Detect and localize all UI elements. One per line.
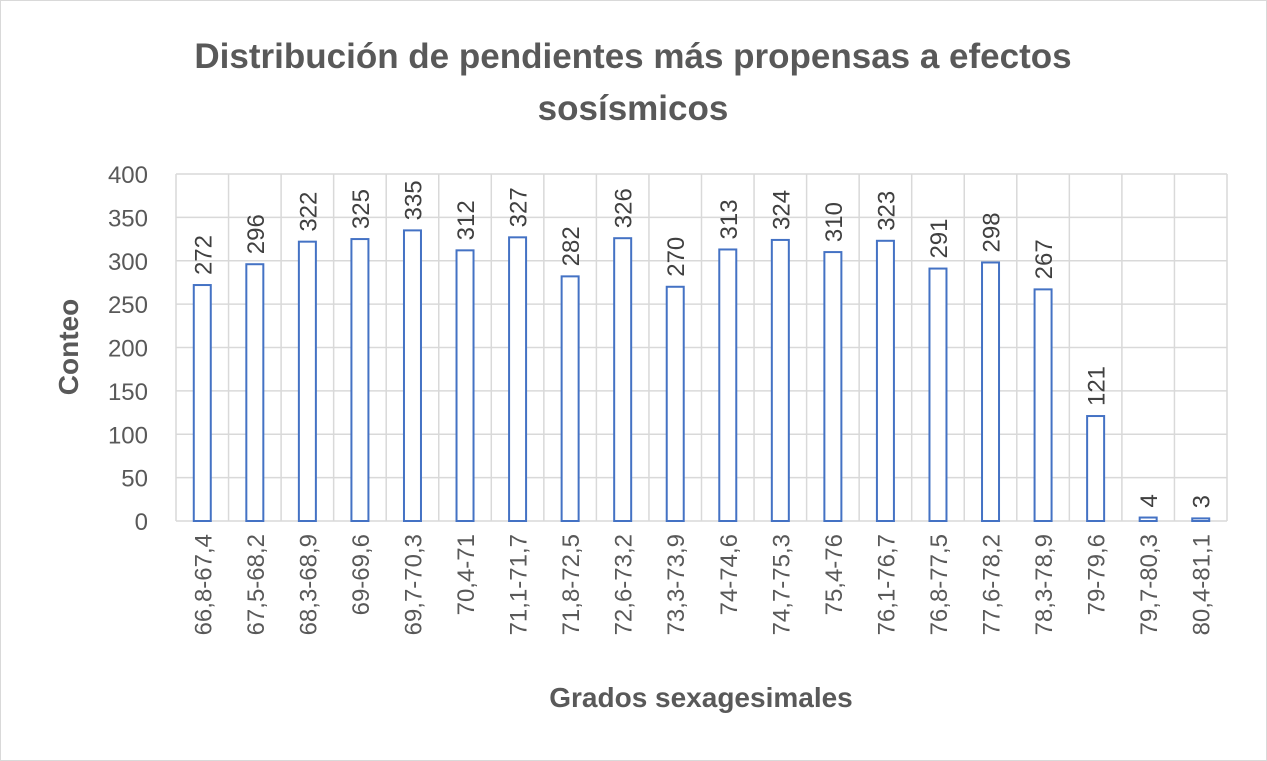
data-label: 323 bbox=[873, 191, 900, 231]
data-label: 272 bbox=[190, 235, 217, 275]
bar bbox=[297, 240, 317, 522]
y-tick-label: 200 bbox=[108, 336, 148, 363]
bar bbox=[1033, 288, 1053, 522]
data-label: 310 bbox=[821, 202, 848, 242]
y-tick-label: 0 bbox=[135, 509, 148, 536]
bar bbox=[508, 236, 528, 522]
y-tick-label: 300 bbox=[108, 249, 148, 276]
y-tick-label: 400 bbox=[108, 162, 148, 189]
data-label: 270 bbox=[663, 237, 690, 277]
bars bbox=[192, 229, 1211, 523]
bar bbox=[1138, 516, 1158, 523]
x-tick-label: 68,3-68,9 bbox=[295, 534, 322, 635]
x-tick-label: 74,7-75,3 bbox=[768, 534, 795, 635]
bar bbox=[402, 229, 422, 522]
gridlines bbox=[175, 173, 1228, 522]
y-axis-tick-labels: 0 50 100 150 200 250 300 350 400 bbox=[108, 162, 148, 536]
x-tick-label: 77,6-78,2 bbox=[979, 534, 1006, 635]
bar bbox=[245, 263, 265, 522]
y-tick-label: 250 bbox=[108, 292, 148, 319]
bar bbox=[455, 249, 475, 522]
data-label: 121 bbox=[1084, 366, 1111, 406]
bar bbox=[560, 275, 580, 522]
x-tick-label: 69,7-70,3 bbox=[400, 534, 427, 635]
bar bbox=[928, 267, 948, 522]
chart-title-line-1: Distribución de pendientes más propensas… bbox=[194, 37, 1071, 76]
chart-title: Distribución de pendientes más propensas… bbox=[194, 37, 1071, 128]
x-tick-label: 79,7-80,3 bbox=[1136, 534, 1163, 635]
data-label: 313 bbox=[716, 199, 743, 239]
data-label: 322 bbox=[295, 192, 322, 232]
data-label: 327 bbox=[506, 187, 533, 227]
data-label: 282 bbox=[558, 226, 585, 266]
bar bbox=[192, 284, 212, 523]
y-tick-label: 50 bbox=[121, 466, 148, 493]
data-label: 312 bbox=[453, 200, 480, 240]
x-tick-label: 78,3-78,9 bbox=[1031, 534, 1058, 635]
data-label: 335 bbox=[400, 180, 427, 220]
bar bbox=[1086, 415, 1106, 522]
x-tick-label: 71,8-72,5 bbox=[558, 534, 585, 635]
x-axis-tick-labels: 66,8-67,4 67,5-68,2 68,3-68,9 69-69,6 69,7-7… bbox=[190, 534, 1215, 635]
y-axis-title: Conteo bbox=[53, 299, 84, 395]
x-tick-label: 74-74,6 bbox=[716, 534, 743, 615]
x-tick-label: 76,1-76,7 bbox=[873, 534, 900, 635]
x-tick-label: 75,4-76 bbox=[821, 534, 848, 615]
bar bbox=[718, 248, 738, 522]
data-label: 291 bbox=[926, 219, 953, 259]
x-tick-label: 79-79,6 bbox=[1084, 534, 1111, 615]
chart-title-line-2: sosísmicos bbox=[538, 89, 729, 128]
bar bbox=[613, 237, 633, 522]
x-axis-title: Grados sexagesimales bbox=[549, 682, 853, 713]
bar bbox=[350, 238, 370, 522]
x-tick-label: 80,4-81,1 bbox=[1189, 534, 1216, 635]
data-labels: 272 296 322 325 335 312 327 282 326 270 313 324 310 3… bbox=[190, 180, 1215, 508]
data-label: 267 bbox=[1031, 239, 1058, 279]
bar bbox=[823, 251, 843, 522]
data-label: 3 bbox=[1189, 495, 1216, 508]
x-tick-label: 70,4-71 bbox=[453, 534, 480, 615]
data-label: 326 bbox=[611, 188, 638, 228]
y-tick-label: 350 bbox=[108, 205, 148, 232]
x-tick-label: 69-69,6 bbox=[348, 534, 375, 615]
bar bbox=[875, 239, 895, 523]
data-label: 298 bbox=[979, 212, 1006, 252]
y-tick-label: 100 bbox=[108, 422, 148, 449]
x-tick-label: 71,1-71,7 bbox=[506, 534, 533, 635]
bar bbox=[665, 285, 685, 522]
x-tick-label: 73,3-73,9 bbox=[663, 534, 690, 635]
data-label: 325 bbox=[348, 189, 375, 229]
x-tick-label: 72,6-73,2 bbox=[611, 534, 638, 635]
x-tick-label: 76,8-77,5 bbox=[926, 534, 953, 635]
y-tick-label: 150 bbox=[108, 379, 148, 406]
x-tick-label: 67,5-68,2 bbox=[243, 534, 270, 635]
data-label: 324 bbox=[768, 190, 795, 230]
x-tick-label: 66,8-67,4 bbox=[190, 534, 217, 635]
bar bbox=[981, 261, 1001, 522]
bar bbox=[1191, 517, 1211, 523]
data-label: 296 bbox=[243, 214, 270, 254]
bar bbox=[770, 238, 790, 522]
data-label: 4 bbox=[1136, 494, 1163, 507]
